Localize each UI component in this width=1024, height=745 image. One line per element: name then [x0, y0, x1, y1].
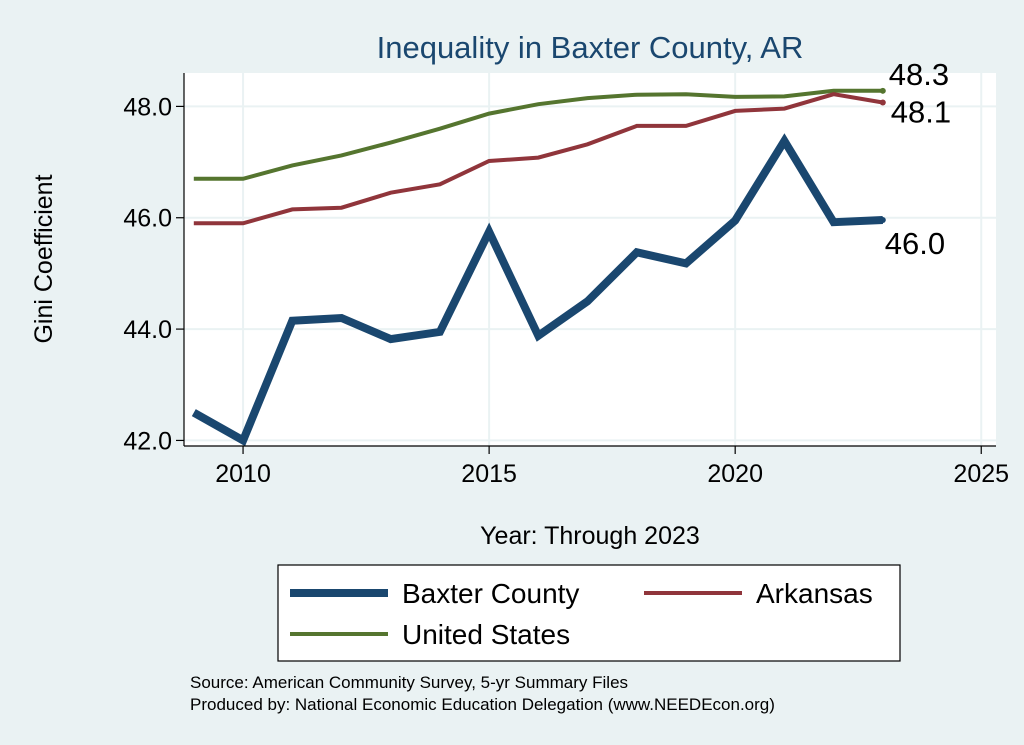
source-note: Source: American Community Survey, 5-yr …	[190, 673, 628, 692]
chart-title: Inequality in Baxter County, AR	[377, 30, 804, 65]
y-axis-ticks: 42.0 44.0 46.0 48.0	[123, 93, 184, 455]
series-line-united-states	[193, 88, 883, 181]
series-line-baxter-county	[191, 133, 883, 447]
y-tick-label: 44.0	[123, 316, 172, 344]
end-label-united-states: 48.3	[889, 57, 949, 92]
legend-item-united-states: United States	[290, 619, 570, 650]
end-label-baxter-county: 46.0	[885, 226, 945, 261]
x-axis-label: Year: Through 2023	[480, 522, 700, 550]
x-axis-ticks: 2010 2015 2020 2025	[215, 446, 1009, 488]
legend-label-united-states: United States	[402, 619, 570, 650]
legend-label-arkansas: Arkansas	[756, 578, 873, 609]
x-tick-label: 2025	[953, 460, 1009, 488]
end-label-arkansas: 48.1	[891, 95, 951, 130]
legend-box	[277, 564, 901, 662]
end-point-arkansas	[879, 99, 886, 106]
legend-item-arkansas: Arkansas	[644, 578, 873, 609]
x-tick-label: 2020	[707, 460, 763, 488]
plot-area	[184, 73, 996, 446]
y-axis-label: Gini Coefficient	[30, 174, 58, 343]
legend-item-baxter-county: Baxter County	[290, 578, 579, 609]
series-line-arkansas	[193, 92, 884, 226]
y-tick-label: 46.0	[123, 205, 172, 233]
x-tick-label: 2015	[461, 460, 517, 488]
x-tick-label: 2010	[215, 460, 271, 488]
y-tick-label: 48.0	[123, 93, 172, 121]
end-point-united-states	[879, 87, 886, 94]
producer-note: Produced by: National Economic Education…	[190, 695, 775, 714]
legend-label-baxter-county: Baxter County	[402, 578, 579, 609]
end-point-baxter-county	[879, 216, 886, 223]
series-lines	[191, 87, 886, 447]
end-labels: 46.0 48.148.3	[885, 57, 951, 261]
y-tick-label: 42.0	[123, 427, 172, 455]
gridlines	[184, 73, 996, 446]
